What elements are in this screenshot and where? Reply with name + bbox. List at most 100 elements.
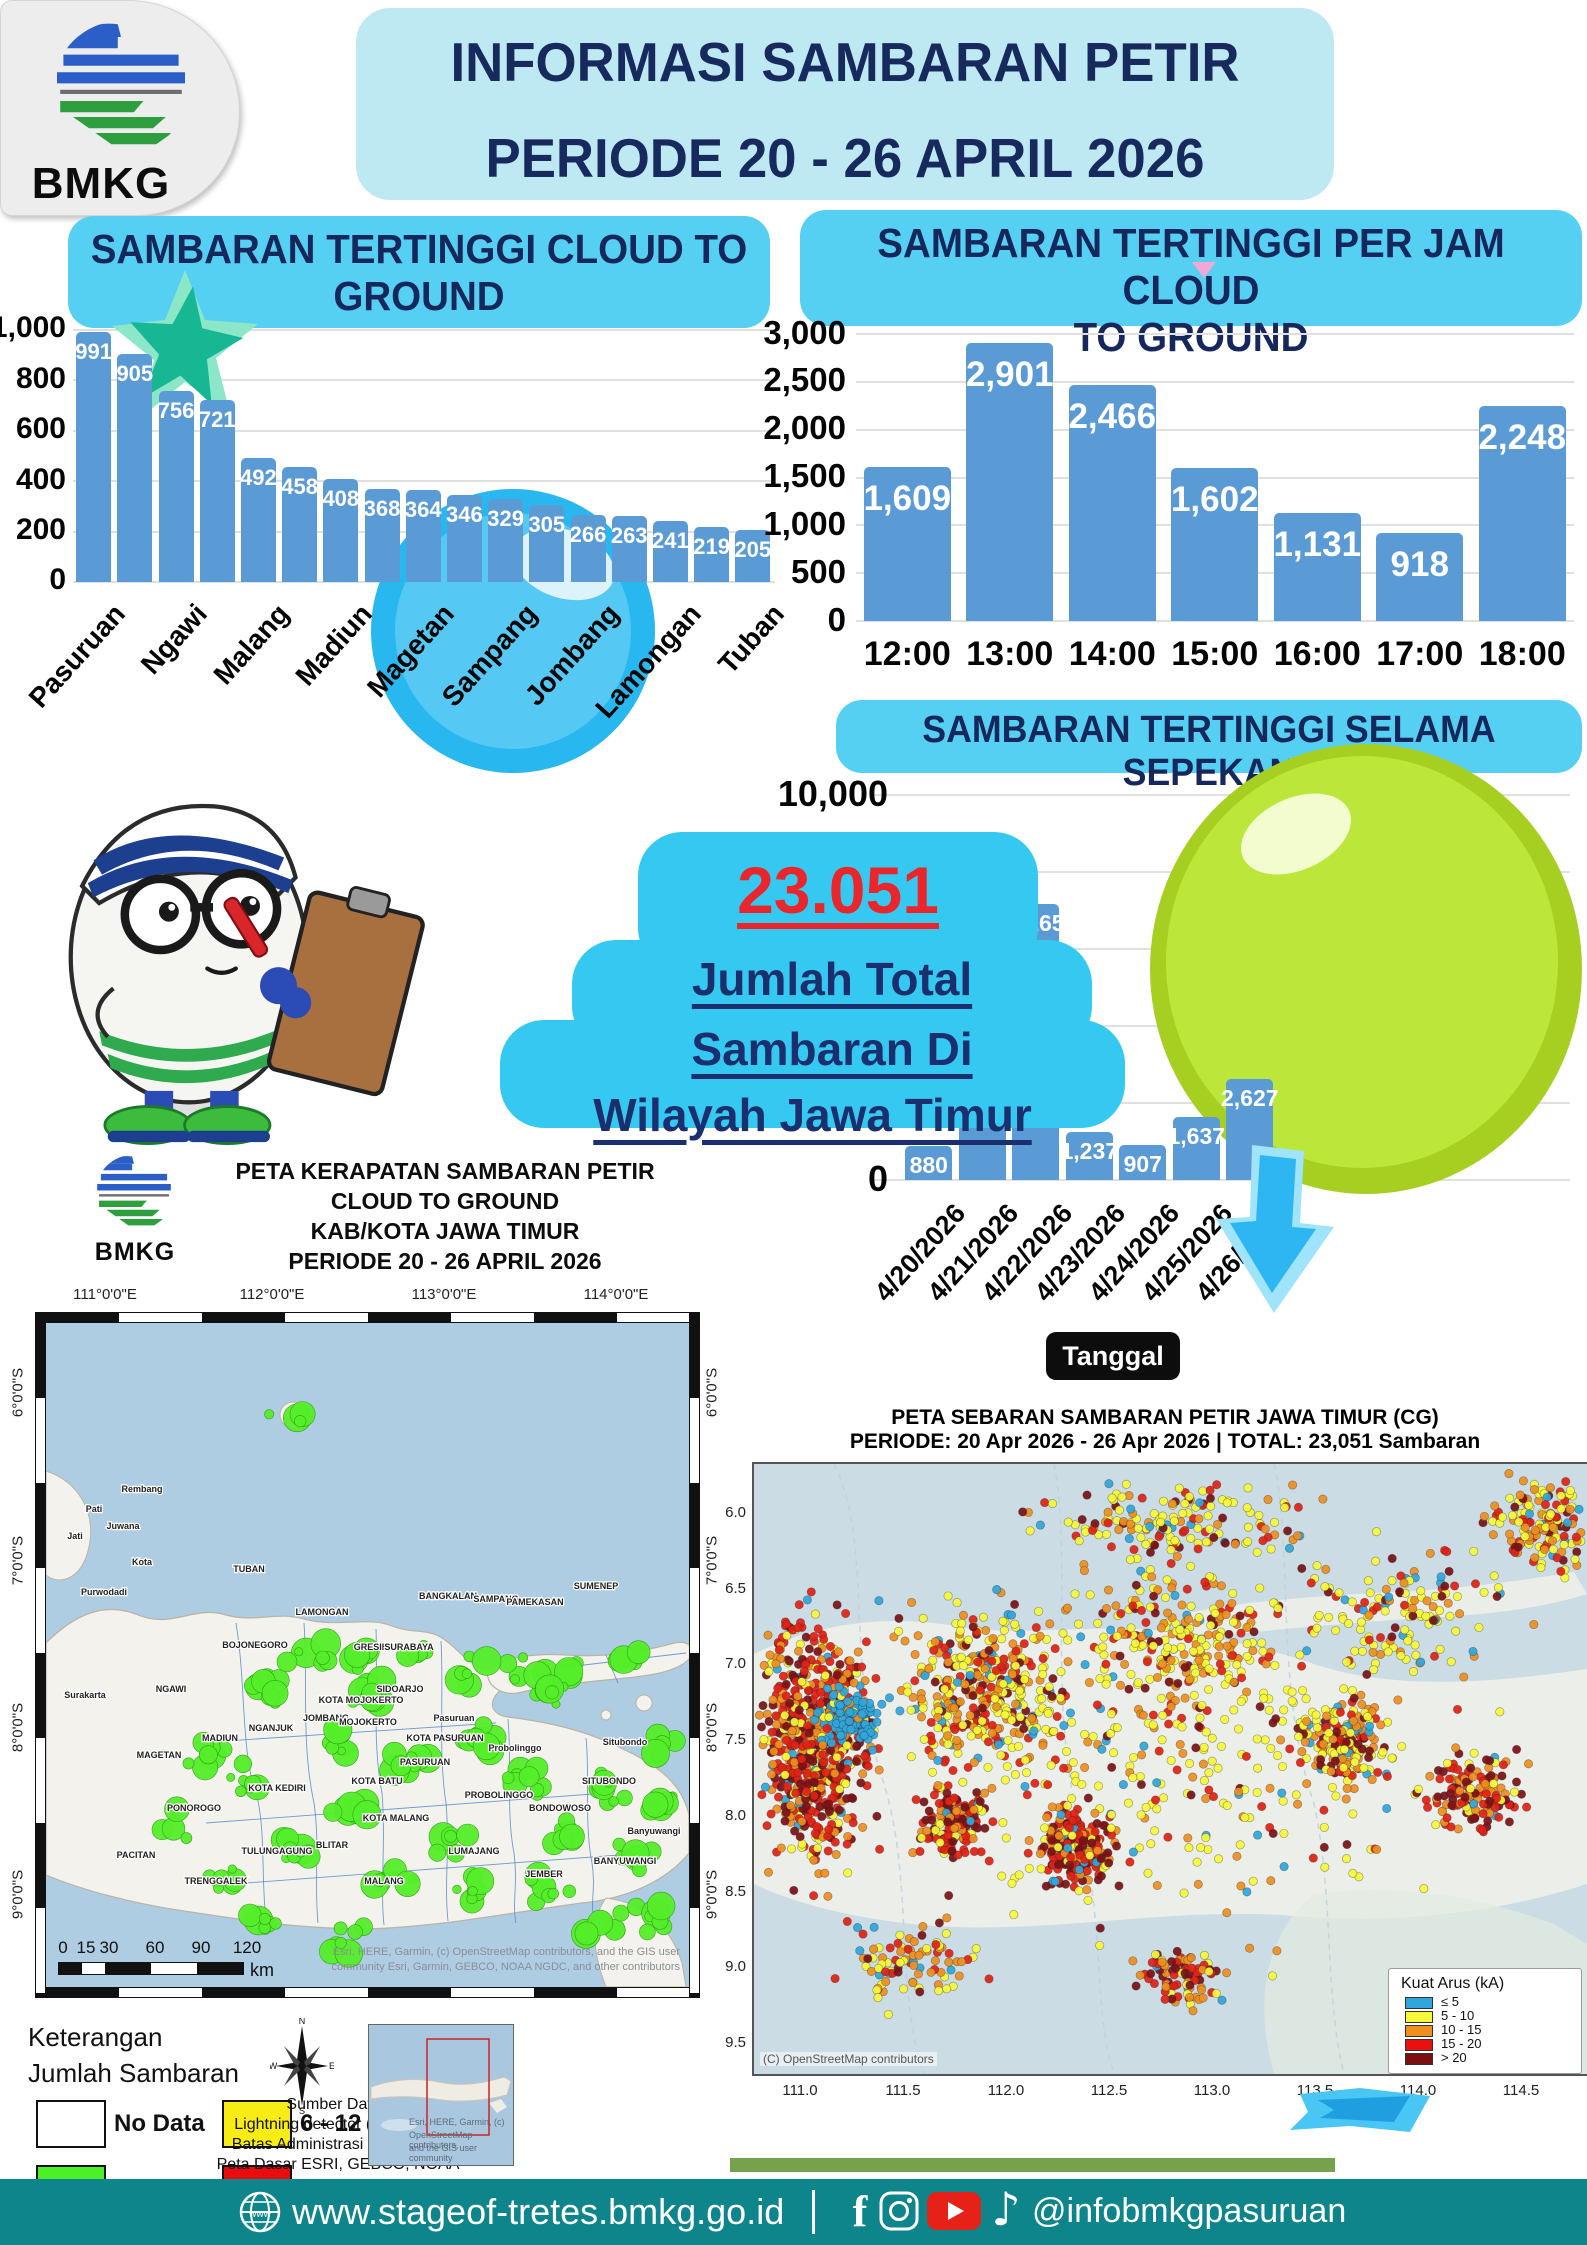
legend-heading2: Jumlah Sambaran xyxy=(28,2058,239,2088)
osm-attribution: (C) OpenStreetMap contributors xyxy=(760,2052,937,2066)
bar-value-label: 492 xyxy=(240,465,277,491)
chart1-title-box: SAMBARAN TERTINGGI CLOUD TO GROUND xyxy=(68,216,770,328)
y-tick-label: 2,000 xyxy=(763,409,846,447)
bmkg-logo-small-text: BMKG xyxy=(94,1238,176,1266)
map-place-label: SITUBONDO xyxy=(582,1776,636,1786)
x-category-label: 13:00 xyxy=(966,635,1054,673)
footer-website[interactable]: www.stageof-tretes.bmkg.go.id xyxy=(292,2191,785,2232)
bar-9 xyxy=(446,494,482,582)
map-place-label: GRESIK xyxy=(354,1642,389,1652)
bar-value-label: 241 xyxy=(652,528,689,554)
x-category-label: 18:00 xyxy=(1478,635,1566,673)
bar-Madiun xyxy=(199,400,235,582)
latitude-label-left: 6°0'0"S xyxy=(9,1367,27,1418)
latitude-label-right: 6°0'0"S xyxy=(703,1367,721,1418)
legend-swatch xyxy=(1405,2039,1433,2051)
map-place-label: BLITAR xyxy=(316,1840,349,1850)
legend-swatch-No Data xyxy=(36,2100,106,2148)
bar-value-label: 368 xyxy=(363,496,401,522)
legend-label: No Data xyxy=(114,2110,205,2137)
compass-rose-icon: N E S W xyxy=(269,2016,335,2116)
footer-divider xyxy=(812,2190,815,2234)
bar-value-label: 263 xyxy=(610,522,648,548)
youtube-icon[interactable] xyxy=(926,2189,982,2233)
bar-Sampang xyxy=(282,466,318,582)
facebook-icon[interactable]: f xyxy=(845,2188,875,2236)
x-category-label: 4/23/2026 xyxy=(1028,1198,1132,1308)
map-place-label: SAMPANG xyxy=(473,1594,518,1604)
header-title-line2: PERIODE 20 - 26 APRIL 2026 xyxy=(485,127,1205,189)
bar-value-label: 205 xyxy=(734,537,772,563)
map-place-label: SUMENEP xyxy=(574,1581,619,1591)
instagram-icon[interactable] xyxy=(878,2190,920,2232)
bar-Lamongan xyxy=(364,489,400,582)
x-category-label: Lamongan xyxy=(589,598,708,724)
inset-overview-map: Esri, HERE, Garmin, (c) OpenStreetMap con… xyxy=(368,2024,514,2166)
map-place-label: JEMBER xyxy=(525,1869,563,1879)
bar-value-label: 2,901 xyxy=(965,355,1054,395)
left-map-title-line: PETA KERAPATAN SAMBARAN PETIR xyxy=(235,1158,655,1184)
map-place-label: PASURUAN xyxy=(400,1757,450,1767)
longitude-label: 113°0'0"E xyxy=(411,1286,477,1303)
y-tick-label: 9.0 xyxy=(725,1958,746,1976)
total-callout-bottom xyxy=(500,1020,1125,1128)
bar-value-label: 305 xyxy=(528,512,566,538)
grid-line xyxy=(73,379,775,382)
bar-13 xyxy=(611,515,647,582)
x-tick-label: 111.5 xyxy=(885,2082,921,2099)
bar-12 xyxy=(570,514,606,582)
footer-handle[interactable]: @infobmkgpasuruan xyxy=(1032,2192,1347,2230)
bar-4/26/2026 xyxy=(1226,1078,1274,1180)
map-place-label: Banyuwangi xyxy=(627,1826,680,1836)
bmkg-mascot-illustration xyxy=(25,775,495,1145)
bar-10 xyxy=(488,499,524,582)
legend-swatch xyxy=(1405,2053,1433,2065)
blue-ribbon-decoration xyxy=(1290,2086,1440,2136)
longitude-label: 111°0'0"E xyxy=(73,1286,137,1303)
y-tick-label: 0 xyxy=(827,600,846,638)
bar-17:00 xyxy=(1376,533,1464,621)
map-place-label: MAGETAN xyxy=(137,1750,182,1760)
bar-value-label: 219 xyxy=(693,533,730,559)
map-place-label: KOTA PASURUAN xyxy=(406,1733,483,1743)
legend-label: 15 - 20 xyxy=(1441,2036,1482,2051)
bar-value-label: 1,609 xyxy=(863,479,952,519)
map-place-label: BONDOWOSO xyxy=(529,1803,591,1813)
x-category-label: 14:00 xyxy=(1068,635,1156,673)
map-frame-left-edge xyxy=(35,1312,46,1998)
bar-11 xyxy=(529,505,565,582)
grid-line xyxy=(73,480,775,483)
x-category-label: Tuban xyxy=(711,598,790,680)
legend-swatch xyxy=(1405,2011,1433,2023)
x-category-label: 4/26/2026 xyxy=(1189,1198,1293,1308)
legend-heading1: Keterangan xyxy=(28,2022,163,2052)
grid-line xyxy=(73,581,775,583)
left-map-canvas: Rembang Pati Juwana Jati Kota Purwodadi Suraka… xyxy=(46,1323,689,1987)
map-place-label: TUBAN xyxy=(233,1564,265,1574)
map-place-label: LUMAJANG xyxy=(449,1846,500,1856)
x-category-label: 15:00 xyxy=(1171,635,1259,673)
map-place-label: Rembang xyxy=(121,1484,162,1494)
bar-14:00 xyxy=(1068,385,1156,621)
map-place-label: Situbondo xyxy=(603,1737,648,1747)
bar-16 xyxy=(735,530,771,582)
map-place-label: PACITAN xyxy=(117,1850,156,1860)
blue-arrow-decoration xyxy=(1212,1145,1342,1315)
y-tick-label: 8.0 xyxy=(725,1806,746,1824)
grid-line xyxy=(73,329,775,331)
bar-Magetan xyxy=(240,458,276,582)
bar-value-label: 458 xyxy=(281,473,318,499)
scale-unit: km xyxy=(250,1960,274,1980)
scale-bar-segment xyxy=(59,1963,82,1974)
y-tick-label: 500 xyxy=(790,552,846,590)
map-attribution-line1: Esri, HERE, Garmin, (c) OpenStreetMap co… xyxy=(332,1946,680,1958)
bmkg-brand-text: BMKG xyxy=(31,159,171,208)
map-place-label: Kota xyxy=(132,1557,153,1567)
y-tick-label: 1,000 xyxy=(763,504,846,542)
bar-13:00 xyxy=(966,343,1054,621)
grid-line xyxy=(73,530,775,533)
y-tick-label: 0 xyxy=(867,1157,888,1199)
tiktok-icon[interactable]: ♪ xyxy=(988,2185,1024,2237)
x-tick-label: 112.0 xyxy=(987,2082,1025,2099)
legend-swatch xyxy=(1405,2025,1433,2037)
